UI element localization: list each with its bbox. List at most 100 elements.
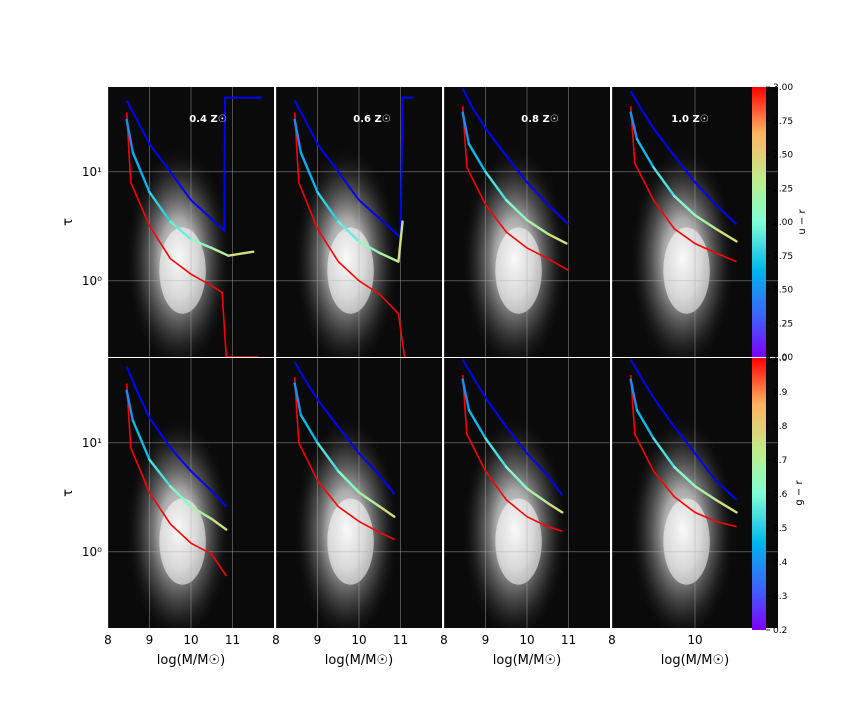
series-median-segment xyxy=(148,191,172,223)
series-median-segment xyxy=(357,240,381,255)
density-core xyxy=(159,498,206,585)
density-core xyxy=(663,498,710,585)
series-lower-line xyxy=(293,377,395,541)
colorbar-tick-label: 0.6 xyxy=(773,490,788,500)
colorbar-u-r xyxy=(752,87,766,357)
density-core xyxy=(327,498,374,585)
series-median-segment xyxy=(525,218,549,235)
series-median-segment xyxy=(210,517,228,531)
series-median-segment xyxy=(525,487,549,505)
x-tick-label: 10 xyxy=(351,633,366,647)
colorbar-tick-label: 0.3 xyxy=(773,592,787,602)
colorbar-tick-label: 3.00 xyxy=(773,83,793,93)
series-median-segment xyxy=(293,118,303,154)
series-upper-line xyxy=(461,359,564,496)
series-upper-line xyxy=(125,96,262,233)
series-median-segment xyxy=(169,220,193,241)
series-median-segment xyxy=(227,250,255,257)
density-core xyxy=(495,498,542,585)
series-median-segment xyxy=(467,408,487,440)
series-median-segment xyxy=(316,441,340,473)
series-median-segment xyxy=(693,484,717,502)
x-tick-label: 9 xyxy=(314,633,322,647)
x-tick-label: 10 xyxy=(183,633,198,647)
series-upper-line xyxy=(293,361,396,495)
series-median-segment xyxy=(210,246,230,257)
series-median-segment xyxy=(714,227,738,243)
series-median-segment xyxy=(484,170,508,202)
panel-label-2: 0.8 Z☉ xyxy=(521,114,558,125)
y-axis-labels: τ τ xyxy=(61,218,76,497)
x-tick-label: 10 xyxy=(687,633,702,647)
series-median-segment xyxy=(673,465,697,488)
x-tick-label: 9 xyxy=(146,633,154,647)
series-median-segment xyxy=(652,437,676,469)
series-median-segment xyxy=(467,142,487,174)
series-lower-line xyxy=(125,383,227,577)
series-upper-line xyxy=(461,88,570,226)
series-median-segment xyxy=(714,498,738,514)
y-axis-label-top: τ xyxy=(61,218,76,226)
series-median-segment xyxy=(169,484,193,508)
series-upper-line xyxy=(629,359,738,501)
series-lower-line xyxy=(629,374,737,528)
series-median-segment xyxy=(546,501,564,514)
series-median-segment xyxy=(378,251,400,263)
panel-1-1 xyxy=(276,358,442,628)
colorbar-tick-label: 1.25 xyxy=(773,319,793,329)
panel-0-1 xyxy=(276,87,442,357)
density-core xyxy=(663,227,710,314)
series-median-segment xyxy=(673,194,697,217)
series-median-segment xyxy=(484,437,508,469)
panel-1-2 xyxy=(444,358,610,628)
panels-group: 0.4 Z☉ 0.6 Z☉ 0.8 Z☉ 1.0 Z☉8 9 10 11log(M/M☉)8… xyxy=(82,83,793,668)
series-median-segment xyxy=(505,198,529,222)
colorbar-tick-label: 1.0 xyxy=(773,354,788,364)
series-median-segment xyxy=(461,378,471,412)
panel-label-1: 0.6 Z☉ xyxy=(353,114,390,125)
colorbar-u-r-label: u − r xyxy=(797,209,808,235)
series-upper-line xyxy=(629,90,738,226)
density-core xyxy=(159,227,206,314)
panel-1-0 xyxy=(108,358,274,628)
series-lower-line xyxy=(461,106,569,271)
panel-0-2 xyxy=(444,87,610,357)
colorbar-g-r-label: g − r xyxy=(794,480,805,506)
series-median-segment xyxy=(397,220,404,263)
colorbar-tick-label: 2.75 xyxy=(773,117,793,127)
series-median-segment xyxy=(629,111,639,141)
x-axis-label-3: log(M/M☉) xyxy=(661,653,729,668)
panel-0-3 xyxy=(612,87,778,357)
series-median-segment xyxy=(299,151,319,194)
series-median-segment xyxy=(148,458,172,488)
x-tick-label: 8 xyxy=(608,633,616,647)
x-tick-label: 11 xyxy=(393,633,408,647)
series-median-segment xyxy=(357,491,381,508)
x-axis-label-1: log(M/M☉) xyxy=(325,653,393,668)
y-tick-label: 10¹ xyxy=(82,436,102,450)
colorbar-tick-label: 1.75 xyxy=(773,252,793,262)
series-median-segment xyxy=(546,232,568,245)
colorbar-tick-label: 0.8 xyxy=(773,422,788,432)
series-upper-line xyxy=(293,96,413,240)
x-axis-label-2: log(M/M☉) xyxy=(493,653,561,668)
series-median-segment xyxy=(316,191,340,223)
x-tick-label: 9 xyxy=(482,633,490,647)
series-median-segment xyxy=(629,378,639,412)
colorbar-g-r xyxy=(752,358,766,630)
x-tick-label: 8 xyxy=(104,633,112,647)
y-tick-label: 10¹ xyxy=(82,165,102,179)
y-tick-label: 10⁰ xyxy=(82,545,102,559)
series-median-segment xyxy=(125,118,135,154)
colorbar-tick-label: 2.25 xyxy=(773,184,793,194)
x-tick-label: 8 xyxy=(440,633,448,647)
x-axis-label-0: log(M/M☉) xyxy=(157,653,225,668)
series-median-segment xyxy=(131,151,151,194)
x-tick-label: 8 xyxy=(272,633,280,647)
colorbar-tick-label: 0.9 xyxy=(773,388,788,398)
series-lower-line xyxy=(125,112,258,357)
series-lower-line xyxy=(461,374,563,532)
colorbar-tick-label: 2.00 xyxy=(773,218,793,228)
colorbar-tick-label: 2.50 xyxy=(773,151,793,161)
panel-label-0: 0.4 Z☉ xyxy=(189,114,226,125)
